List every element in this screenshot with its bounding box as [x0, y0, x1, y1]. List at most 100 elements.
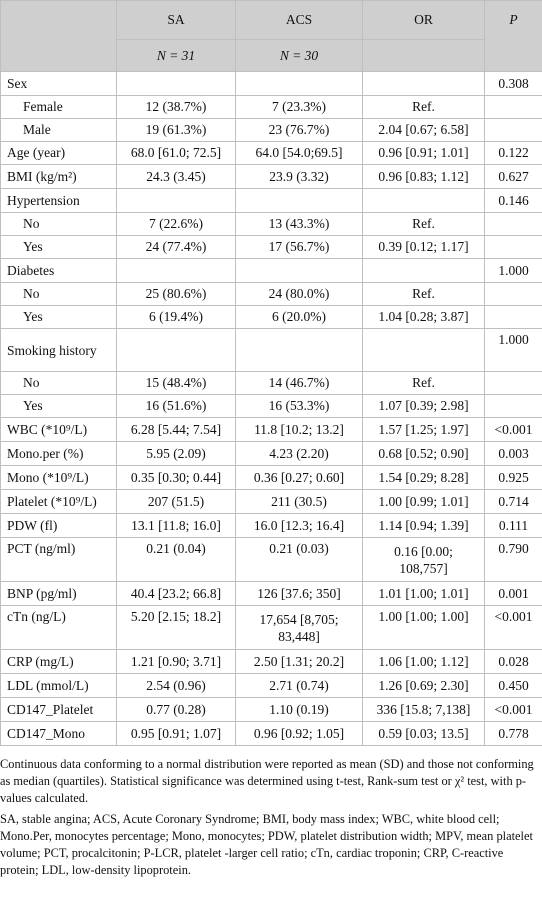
table-row: Smoking history 1.000 — [0, 328, 542, 372]
cell-acs — [235, 328, 363, 372]
table-row: BNP (pg/ml) 40.4 [23.2; 66.8] 126 [37.6;… — [0, 581, 542, 606]
row-label: WBC (*10⁹/L) — [0, 417, 117, 442]
cell-sa: 1.21 [0.90; 3.71] — [116, 649, 236, 674]
table-row: No 25 (80.6%) 24 (80.0%) Ref. — [0, 282, 542, 306]
table-row: Platelet (*10⁹/L) 207 (51.5) 211 (30.5) … — [0, 489, 542, 514]
row-label: Hypertension — [0, 188, 117, 213]
cell-or: 1.00 [0.99; 1.01] — [362, 489, 485, 514]
table-footnotes: Continuous data conforming to a normal d… — [0, 756, 538, 883]
table-row: Female 12 (38.7%) 7 (23.3%) Ref. — [0, 95, 542, 119]
table-row: LDL (mmol/L) 2.54 (0.96) 2.71 (0.74) 1.2… — [0, 673, 542, 698]
cell-acs: 0.36 [0.27; 0.60] — [235, 465, 363, 490]
table-row: Hypertension 0.146 — [0, 188, 542, 213]
cell-p: 0.111 — [484, 513, 542, 538]
cell-acs: 6 (20.0%) — [235, 305, 363, 329]
cell-acs: 126 [37.6; 350] — [235, 581, 363, 606]
cell-sa: 207 (51.5) — [116, 489, 236, 514]
cell-sa: 16 (51.6%) — [116, 394, 236, 418]
table-row: PCT (ng/ml) 0.21 (0.04) 0.21 (0.03) 0.16… — [0, 537, 542, 582]
table-row: PDW (fl) 13.1 [11.8; 16.0] 16.0 [12.3; 1… — [0, 513, 542, 538]
cell-p: 0.146 — [484, 188, 542, 213]
cell-sa: 6 (19.4%) — [116, 305, 236, 329]
cell-sa: 5.20 [2.15; 18.2] — [116, 605, 236, 650]
cell-or — [362, 188, 485, 213]
cell-or — [362, 258, 485, 283]
row-label: Yes — [0, 305, 117, 329]
cell-sa: 5.95 (2.09) — [116, 441, 236, 466]
table-row: No 7 (22.6%) 13 (43.3%) Ref. — [0, 212, 542, 236]
table-row: CRP (mg/L) 1.21 [0.90; 3.71] 2.50 [1.31;… — [0, 649, 542, 674]
cell-sa: 13.1 [11.8; 16.0] — [116, 513, 236, 538]
table-row: cTn (ng/L) 5.20 [2.15; 18.2] 17,654 [8,7… — [0, 605, 542, 650]
header-row: SA ACS OR P — [0, 0, 542, 72]
cell-or: 0.39 [0.12; 1.17] — [362, 235, 485, 259]
cell-acs: 11.8 [10.2; 13.2] — [235, 417, 363, 442]
cell-p: 0.001 — [484, 581, 542, 606]
cell-sa: 40.4 [23.2; 66.8] — [116, 581, 236, 606]
cell-or: Ref. — [362, 95, 485, 119]
cell-p: 0.308 — [484, 71, 542, 96]
cell-sa: 15 (48.4%) — [116, 371, 236, 395]
cell-acs: 17 (56.7%) — [235, 235, 363, 259]
row-label: Smoking history — [0, 328, 117, 372]
cell-or: Ref. — [362, 282, 485, 306]
cell-p: 0.778 — [484, 721, 542, 746]
cell-acs: 16 (53.3%) — [235, 394, 363, 418]
table-row: Yes 6 (19.4%) 6 (20.0%) 1.04 [0.28; 3.87… — [0, 305, 542, 329]
cell-or: 0.16 [0.00; 108,757] — [362, 537, 485, 582]
cell-acs: 2.50 [1.31; 20.2] — [235, 649, 363, 674]
table-row: No 15 (48.4%) 14 (46.7%) Ref. — [0, 371, 542, 395]
row-label: Mono (*10⁹/L) — [0, 465, 117, 490]
cell-or: 0.59 [0.03; 13.5] — [362, 721, 485, 746]
cell-acs — [235, 258, 363, 283]
cell-acs — [235, 188, 363, 213]
row-label: No — [0, 212, 117, 236]
cell-acs: 0.21 (0.03) — [235, 537, 363, 582]
header-acs: ACS — [235, 0, 363, 40]
cell-p: 0.925 — [484, 465, 542, 490]
cell-acs: 2.71 (0.74) — [235, 673, 363, 698]
cell-sa — [116, 188, 236, 213]
cell-or: 0.96 [0.83; 1.12] — [362, 164, 485, 189]
cell-acs: 4.23 (2.20) — [235, 441, 363, 466]
cell-acs: 23.9 (3.32) — [235, 164, 363, 189]
cell-p — [484, 371, 542, 395]
table-row: Diabetes 1.000 — [0, 258, 542, 283]
cell-or: 1.07 [0.39; 2.98] — [362, 394, 485, 418]
cell-sa: 6.28 [5.44; 7.54] — [116, 417, 236, 442]
data-table: SA ACS OR P N = 31 N = 30 Sex 0.308 Fema… — [0, 0, 542, 746]
cell-acs: 14 (46.7%) — [235, 371, 363, 395]
row-label: Age (year) — [0, 141, 117, 165]
cell-sa: 0.77 (0.28) — [116, 697, 236, 722]
cell-acs: 1.10 (0.19) — [235, 697, 363, 722]
row-label: Female — [0, 95, 117, 119]
cell-acs: 16.0 [12.3; 16.4] — [235, 513, 363, 538]
cell-sa: 7 (22.6%) — [116, 212, 236, 236]
cell-or: 1.01 [1.00; 1.01] — [362, 581, 485, 606]
cell-p — [484, 235, 542, 259]
row-label: Diabetes — [0, 258, 117, 283]
header-p: P — [484, 0, 542, 72]
row-label: Mono.per (%) — [0, 441, 117, 466]
cell-p — [484, 95, 542, 119]
cell-or: 1.57 [1.25; 1.97] — [362, 417, 485, 442]
cell-or: 1.54 [0.29; 8.28] — [362, 465, 485, 490]
cell-or: Ref. — [362, 212, 485, 236]
cell-sa: 0.95 [0.91; 1.07] — [116, 721, 236, 746]
table-row: BMI (kg/m²) 24.3 (3.45) 23.9 (3.32) 0.96… — [0, 164, 542, 189]
cell-or: 2.04 [0.67; 6.58] — [362, 118, 485, 142]
cell-or: 0.68 [0.52; 0.90] — [362, 441, 485, 466]
cell-sa: 19 (61.3%) — [116, 118, 236, 142]
row-label: No — [0, 371, 117, 395]
table-row: Mono.per (%) 5.95 (2.09) 4.23 (2.20) 0.6… — [0, 441, 542, 466]
cell-p: 0.627 — [484, 164, 542, 189]
cell-sa — [116, 71, 236, 96]
cell-sa: 24.3 (3.45) — [116, 164, 236, 189]
row-label: Yes — [0, 235, 117, 259]
cell-acs: 23 (76.7%) — [235, 118, 363, 142]
header-sa: SA — [116, 0, 236, 40]
row-label: CD147_Platelet — [0, 697, 117, 722]
cell-sa — [116, 328, 236, 372]
row-label: cTn (ng/L) — [0, 605, 117, 650]
cell-p — [484, 282, 542, 306]
